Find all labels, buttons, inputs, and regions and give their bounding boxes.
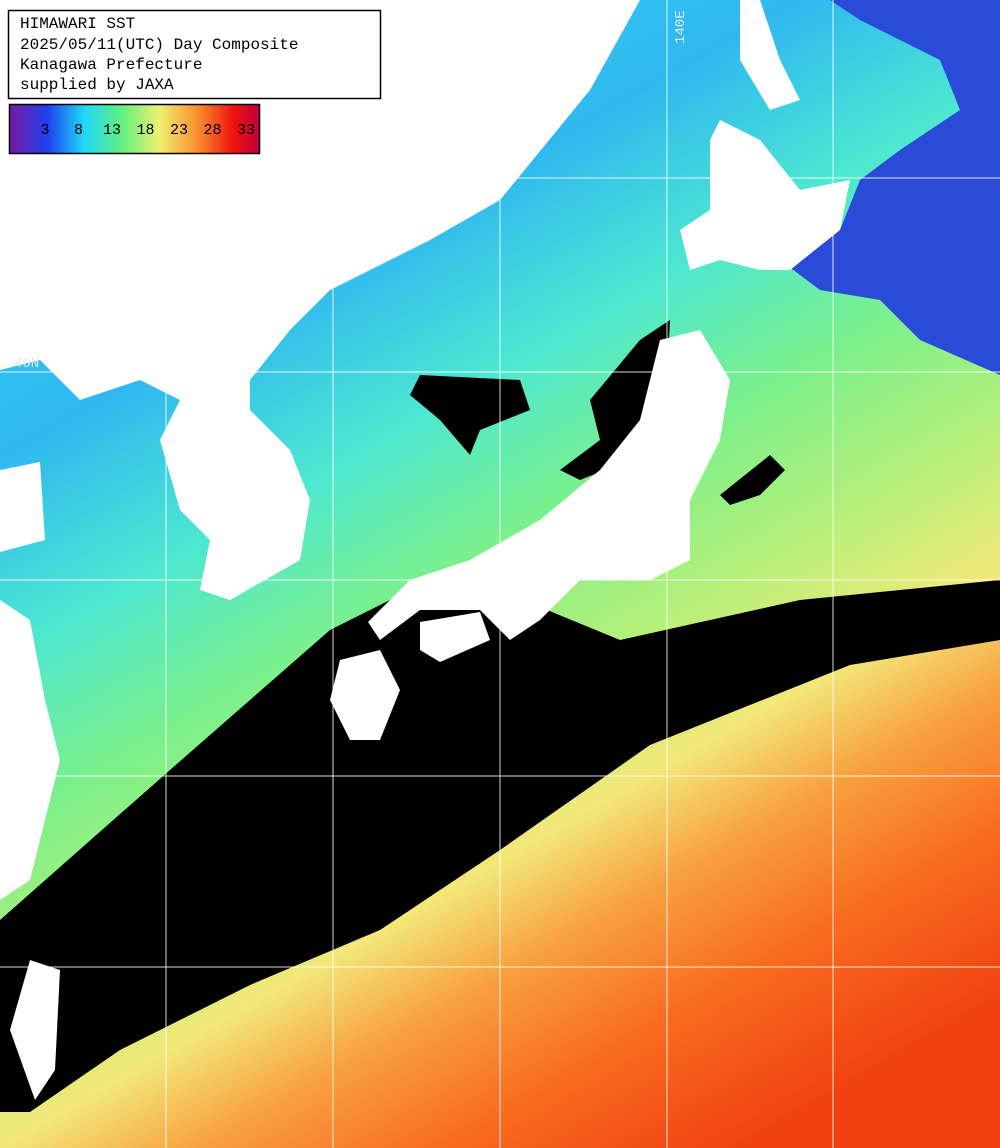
header-line: HIMAWARI SST: [20, 15, 135, 33]
hokkaido: [680, 120, 850, 270]
legend-tick-label: 18: [136, 122, 154, 139]
legend-tick-label: 23: [170, 122, 188, 139]
header-line: Kanagawa Prefecture: [20, 56, 202, 74]
legend-tick-label: 8: [74, 122, 83, 139]
latitude-label: 40N: [14, 356, 39, 372]
color-legend: 3 8 13 18 23 28 33: [8, 103, 261, 155]
legend-tick-label: 33: [237, 122, 255, 139]
cloud-patch: [720, 455, 785, 505]
shikoku: [420, 612, 490, 662]
header-frame: [7, 9, 382, 100]
legend-tick-label: 13: [103, 122, 121, 139]
sakhalin: [740, 0, 800, 110]
legend-tick-label: 28: [203, 122, 221, 139]
legend-tick-label: 3: [40, 122, 49, 139]
honshu: [368, 330, 730, 640]
header-box: HIMAWARI SST 2025/05/11(UTC) Day Composi…: [7, 9, 382, 100]
cold-water: [780, 0, 1000, 375]
header-line: supplied by JAXA: [20, 76, 174, 94]
taiwan: [10, 960, 60, 1100]
longitude-label: 140E: [673, 10, 689, 44]
color-bar: [8, 103, 261, 155]
kyushu: [330, 650, 400, 740]
mainland: [0, 462, 60, 900]
header-line: 2025/05/11(UTC) Day Composite: [20, 36, 298, 54]
